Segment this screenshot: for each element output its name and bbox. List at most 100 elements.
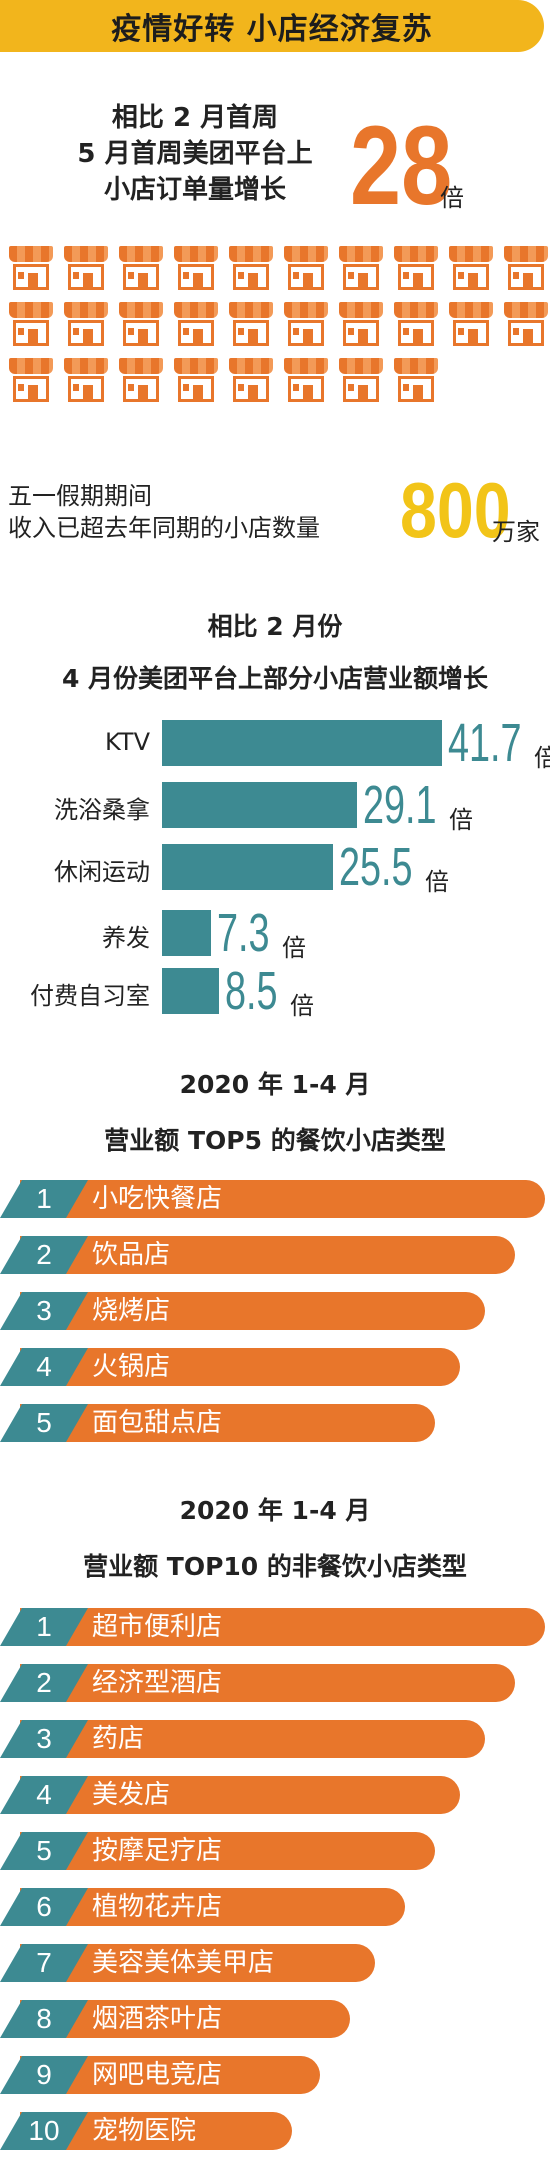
- rank-number: 2: [0, 1236, 88, 1274]
- storefront-icon: [338, 358, 384, 404]
- holiday-caption-line1: 五一假期期间: [8, 482, 152, 510]
- bar-category-label: 洗浴桑拿: [54, 796, 150, 824]
- rank-category-name: 宠物医院: [92, 2116, 197, 2146]
- storefront-icon: [228, 246, 274, 292]
- bar: [162, 782, 357, 828]
- storefront-icon: [8, 246, 54, 292]
- storefront-icon: [283, 246, 329, 292]
- rank-row: 1 小吃快餐店: [0, 1180, 550, 1218]
- storefront-icon: [118, 246, 164, 292]
- storefront-icon: [173, 302, 219, 348]
- food-rank-subtitle: 营业额 TOP5 的餐饮小店类型: [104, 1126, 446, 1155]
- bar-unit-label: 倍: [449, 806, 473, 834]
- rank-bar: [20, 1348, 460, 1386]
- rank-row: 5 按摩足疗店: [0, 1832, 550, 1870]
- bar-unit-label: 倍: [534, 744, 550, 772]
- revenue-growth-chart: KTV 41.7 倍洗浴桑拿 29.1 倍休闲运动 25.5 倍养发 7.3 倍付费自习室 8.5…: [0, 716, 550, 1040]
- rank-row: 2 经济型酒店: [0, 1664, 550, 1702]
- storefront-icon: [173, 358, 219, 404]
- nonfood-rank-list: 1 超市便利店 2 经济型酒店 3 药店 4 美发店 5 按摩足疗店 6 植物花卉店 7 美容美体美甲店 8…: [0, 1608, 550, 2160]
- rank-bar: [20, 1664, 515, 1702]
- rank-category-name: 面包甜点店: [92, 1408, 223, 1438]
- rank-row: 4 火锅店: [0, 1348, 550, 1386]
- bar: [162, 720, 442, 766]
- storefront-icon: [448, 302, 494, 348]
- rank-bar: [20, 1776, 460, 1814]
- revenue-chart-subtitle: 4 月份美团平台上部分小店营业额增长: [61, 664, 489, 693]
- food-rank-title: 2020 年 1-4 月: [179, 1070, 371, 1099]
- rank-category-name: 美容美体美甲店: [92, 1948, 275, 1978]
- storefront-icon: [283, 302, 329, 348]
- bar-value-label: 8.5: [225, 961, 278, 1021]
- rank-row: 7 美容美体美甲店: [0, 1944, 550, 1982]
- bar-value-label: 41.7: [448, 713, 522, 773]
- orders-caption-line1: 相比 2 月首周: [111, 103, 279, 133]
- rank-category-name: 饮品店: [92, 1240, 171, 1270]
- rank-category-name: 药店: [92, 1724, 145, 1754]
- nonfood-rank-subtitle: 营业额 TOP10 的非餐饮小店类型: [83, 1552, 467, 1581]
- bar-value-label: 25.5: [339, 837, 413, 897]
- bar-category-label: 休闲运动: [54, 858, 150, 886]
- orders-growth-unit: 倍: [440, 184, 464, 212]
- storefront-icon: [8, 302, 54, 348]
- rank-row: 9 网吧电竞店: [0, 2056, 550, 2094]
- bar: [162, 910, 211, 956]
- holiday-shop-unit: 万家: [492, 518, 540, 546]
- rank-category-name: 网吧电竞店: [92, 2060, 223, 2090]
- storefront-icon: [118, 302, 164, 348]
- storefront-icon: [63, 246, 109, 292]
- bar-value-label: 7.3: [217, 903, 270, 963]
- rank-category-name: 火锅店: [92, 1352, 171, 1382]
- storefront-icon: [63, 302, 109, 348]
- rank-bar: [20, 1832, 435, 1870]
- storefront-icon: [228, 358, 274, 404]
- bar-category-label: 付费自习室: [30, 982, 150, 1010]
- rank-row: 3 烧烤店: [0, 1292, 550, 1330]
- storefront-icon: [503, 246, 549, 292]
- holiday-caption: 五一假期期间 收入已超去年同期的小店数量: [8, 480, 320, 544]
- storefront-icon: [448, 246, 494, 292]
- holiday-caption-line2: 收入已超去年同期的小店数量: [8, 514, 320, 542]
- orders-caption-line3: 小店订单量增长: [103, 175, 286, 205]
- rank-row: 5 面包甜点店: [0, 1404, 550, 1442]
- holiday-shop-count: 800: [400, 466, 511, 554]
- storefront-icon: [8, 358, 54, 404]
- banner-title: 疫情好转 小店经济复苏: [0, 0, 544, 52]
- rank-category-name: 小吃快餐店: [92, 1184, 223, 1214]
- orders-growth-value: 28: [350, 103, 453, 228]
- rank-bar: [20, 1180, 545, 1218]
- rank-row: 6 植物花卉店: [0, 1888, 550, 1926]
- bar-unit-label: 倍: [290, 992, 314, 1020]
- orders-caption: 相比 2 月首周 5 月首周美团平台上 小店订单量增长: [40, 100, 350, 208]
- bar-unit-label: 倍: [282, 934, 306, 962]
- storefront-icon: [503, 302, 549, 348]
- storefront-icon: [393, 302, 439, 348]
- nonfood-rank-title: 2020 年 1-4 月: [179, 1496, 371, 1525]
- orders-caption-line2: 5 月首周美团平台上: [77, 139, 313, 169]
- bar-unit-label: 倍: [425, 868, 449, 896]
- rank-category-name: 超市便利店: [92, 1612, 223, 1642]
- rank-bar: [20, 1720, 485, 1758]
- rank-row: 10 宠物医院: [0, 2112, 550, 2150]
- food-rank-list: 1 小吃快餐店 2 饮品店 3 烧烤店 4 火锅店 5 面包甜点店: [0, 1180, 550, 1460]
- storefront-icon: [118, 358, 164, 404]
- bar-category-label: KTV: [105, 728, 150, 756]
- rank-category-name: 植物花卉店: [92, 1892, 223, 1922]
- rank-category-name: 烧烤店: [92, 1296, 171, 1326]
- rank-row: 4 美发店: [0, 1776, 550, 1814]
- bar-value-label: 29.1: [363, 775, 437, 835]
- rank-bar: [20, 1292, 485, 1330]
- rank-bar: [20, 1236, 515, 1274]
- rank-row: 3 药店: [0, 1720, 550, 1758]
- rank-bar: [20, 1608, 545, 1646]
- rank-row: 2 饮品店: [0, 1236, 550, 1274]
- revenue-chart-title: 相比 2 月份: [207, 612, 343, 641]
- storefront-icon: [338, 246, 384, 292]
- storefront-icon: [338, 302, 384, 348]
- rank-bar: [20, 1404, 435, 1442]
- bar-category-label: 养发: [102, 924, 150, 952]
- rank-category-name: 经济型酒店: [92, 1668, 223, 1698]
- rank-row: 1 超市便利店: [0, 1608, 550, 1646]
- storefront-icon: [393, 246, 439, 292]
- storefront-icon: [283, 358, 329, 404]
